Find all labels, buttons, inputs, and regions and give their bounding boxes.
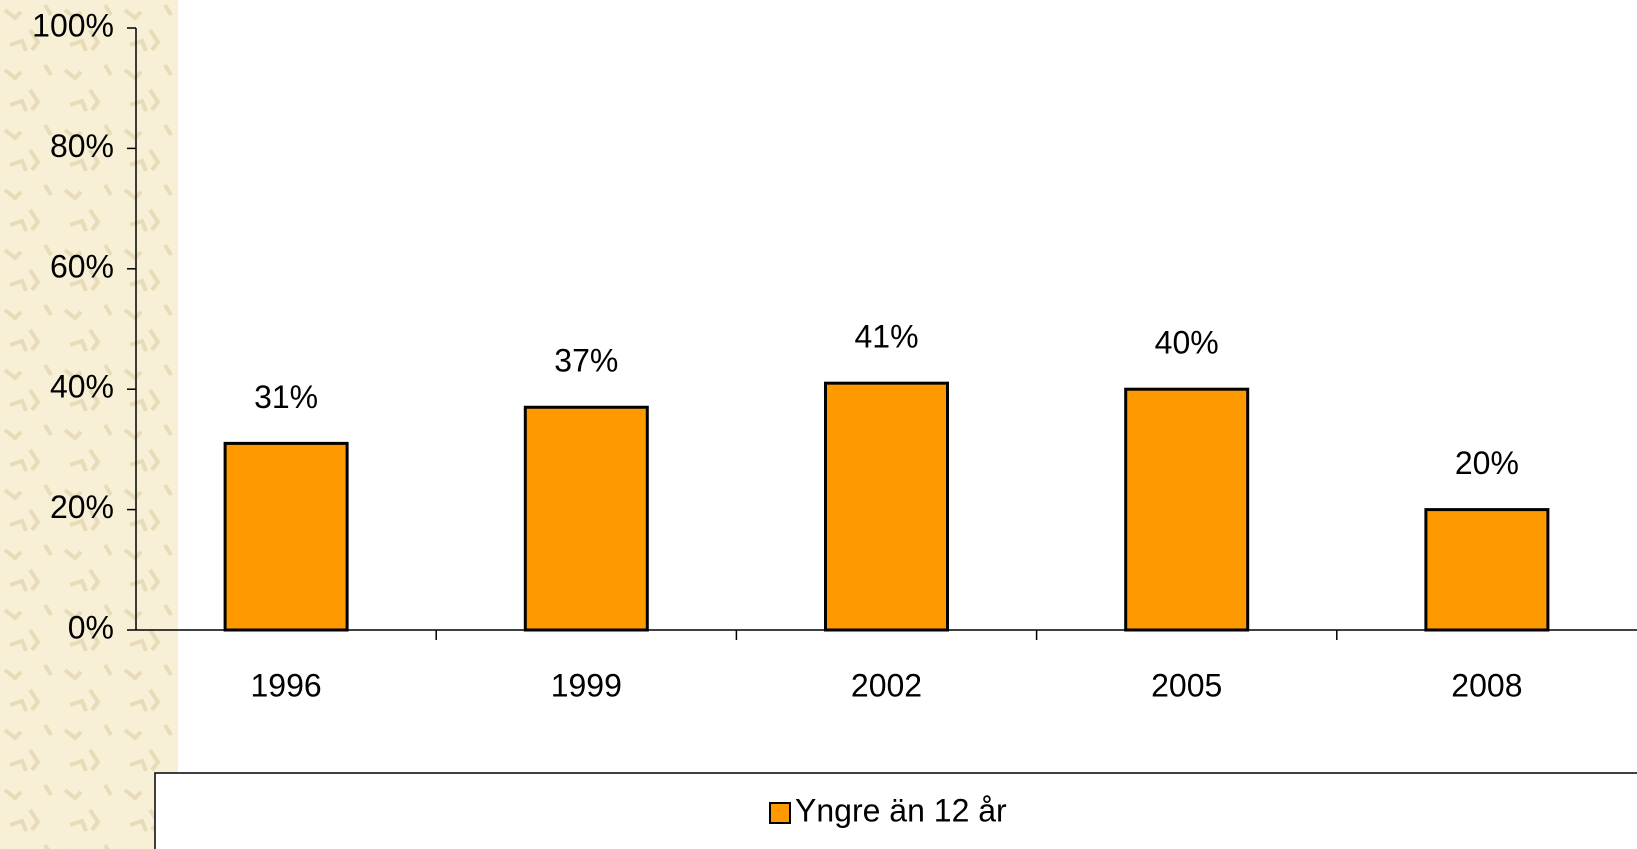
- legend-box: [154, 772, 1637, 849]
- legend-swatch: [769, 802, 791, 824]
- value-label: 20%: [1455, 445, 1519, 481]
- bar: [523, 405, 649, 632]
- value-label: 41%: [854, 319, 918, 355]
- x-tick-label: 1999: [551, 667, 622, 703]
- y-tick-label: 100%: [32, 7, 114, 43]
- value-label: 31%: [254, 379, 318, 415]
- y-tick-label: 40%: [50, 369, 114, 405]
- y-tick-label: 80%: [50, 128, 114, 164]
- x-tick-label: 2005: [1151, 667, 1222, 703]
- legend-label: Yngre än 12 år: [795, 792, 1007, 828]
- y-tick-label: 20%: [50, 489, 114, 525]
- y-tick-label: 0%: [68, 609, 114, 645]
- x-tick-label: 2002: [851, 667, 922, 703]
- x-tick-label: 2008: [1451, 667, 1522, 703]
- bar: [1424, 508, 1550, 632]
- texture-strip: [0, 0, 178, 849]
- value-label: 40%: [1155, 325, 1219, 361]
- x-tick-label: 1996: [251, 667, 322, 703]
- bar: [824, 381, 949, 632]
- value-label: 37%: [554, 343, 618, 379]
- bar: [223, 441, 349, 632]
- y-tick-label: 60%: [50, 248, 114, 284]
- bar: [1124, 387, 1250, 632]
